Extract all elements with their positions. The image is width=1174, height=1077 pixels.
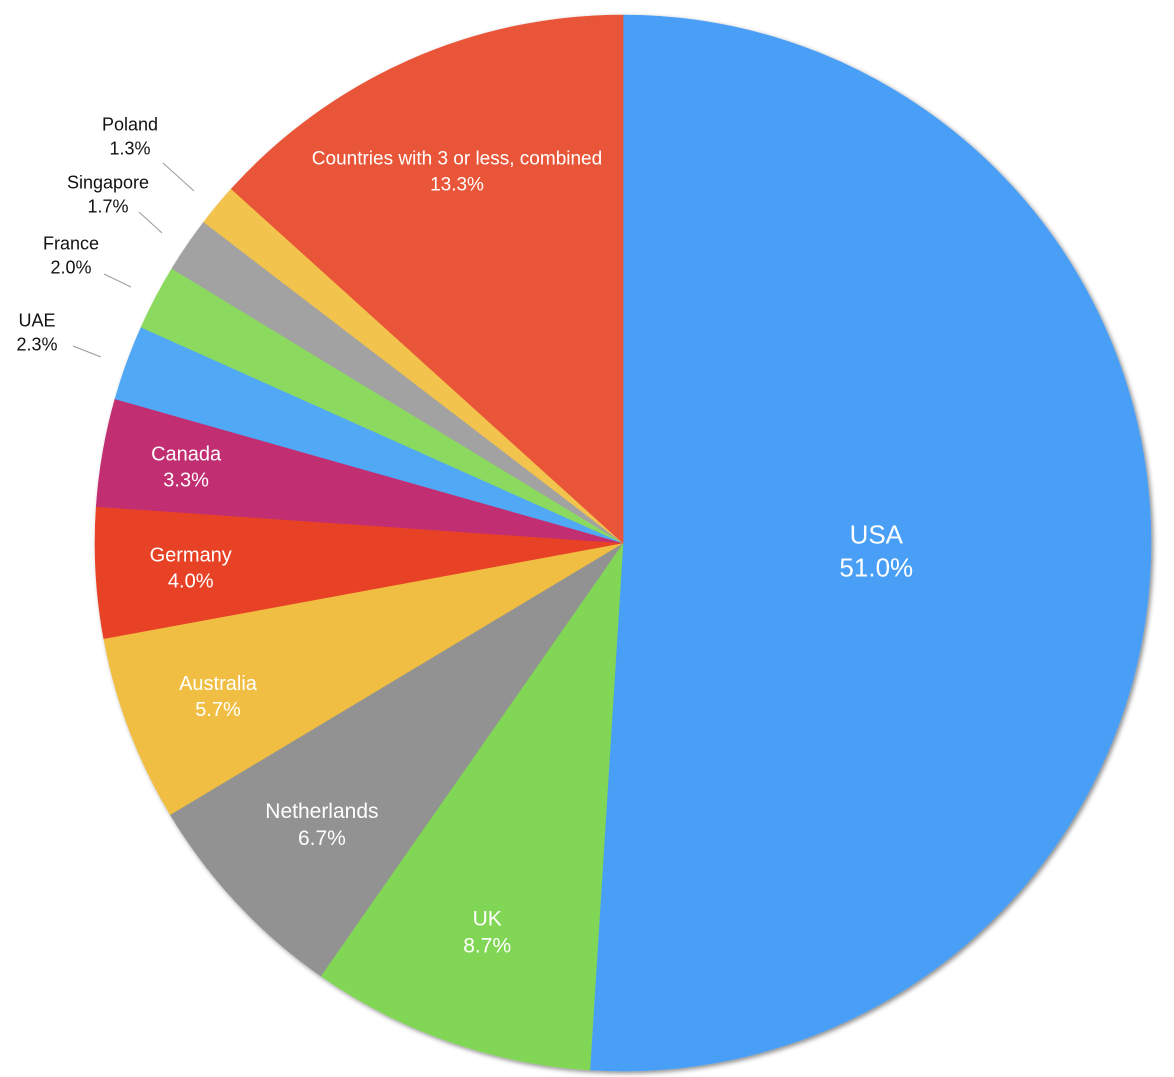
slice-label-germany: Germany 4.0% bbox=[150, 545, 232, 593]
slice-name-label: Netherlands bbox=[265, 800, 378, 823]
slice-label-poland: Poland 1.3% bbox=[102, 114, 158, 158]
slice-value-label: 4.0% bbox=[168, 571, 214, 593]
slice-name-label: USA bbox=[850, 520, 904, 550]
slice-value-label: 2.0% bbox=[50, 257, 91, 277]
slice-label-uae: UAE 2.3% bbox=[16, 310, 57, 354]
slice-value-label: 1.3% bbox=[109, 138, 150, 158]
pie-slice-australia bbox=[103, 542, 624, 816]
slice-label-uk: UK 8.7% bbox=[463, 908, 511, 958]
slice-label-netherlands: Netherlands 6.7% bbox=[265, 800, 378, 850]
leader-line-france bbox=[103, 273, 132, 288]
slice-name-label: Germany bbox=[150, 545, 232, 567]
slice-name-label: Canada bbox=[151, 444, 222, 466]
slice-value-label: 3.3% bbox=[163, 470, 209, 492]
slice-value-label: 13.3% bbox=[430, 175, 484, 196]
slice-name-label: UK bbox=[473, 908, 502, 931]
slice-value-label: 8.7% bbox=[463, 935, 511, 958]
slice-label-australia: Australia 5.7% bbox=[179, 673, 258, 721]
leader-line-poland bbox=[162, 162, 195, 192]
slice-value-label: 5.7% bbox=[195, 699, 241, 721]
pie-slice-netherlands bbox=[169, 542, 624, 977]
slice-name-label: Countries with 3 or less, combined bbox=[312, 149, 602, 170]
slice-name-label: UAE bbox=[18, 310, 55, 330]
slice-name-label: France bbox=[43, 233, 99, 253]
pie-slice-countries-with-3-or-less-combined bbox=[230, 14, 624, 544]
slice-value-label: 51.0% bbox=[839, 553, 913, 583]
slice-name-label: Singapore bbox=[67, 172, 149, 192]
slice-label-singapore: Singapore 1.7% bbox=[67, 172, 149, 216]
slice-value-label: 6.7% bbox=[298, 827, 346, 850]
slice-label-france: France 2.0% bbox=[43, 233, 99, 277]
leader-line-uae bbox=[72, 345, 102, 358]
pie-slice-uk bbox=[320, 541, 624, 1071]
slices-layer bbox=[94, 14, 1152, 1072]
slice-label-canada: Canada 3.3% bbox=[151, 444, 222, 492]
slice-label-countries-with-3-or-less-combined: Countries with 3 or less, combined 13.3% bbox=[312, 149, 602, 196]
leader-lines-layer bbox=[72, 162, 195, 358]
slice-name-label: Poland bbox=[102, 114, 158, 134]
slice-name-label: Australia bbox=[179, 673, 258, 695]
slice-value-label: 1.7% bbox=[87, 196, 128, 216]
slice-value-label: 2.3% bbox=[16, 334, 57, 354]
leader-line-singapore bbox=[138, 211, 163, 234]
pie-slice-usa bbox=[589, 14, 1152, 1072]
